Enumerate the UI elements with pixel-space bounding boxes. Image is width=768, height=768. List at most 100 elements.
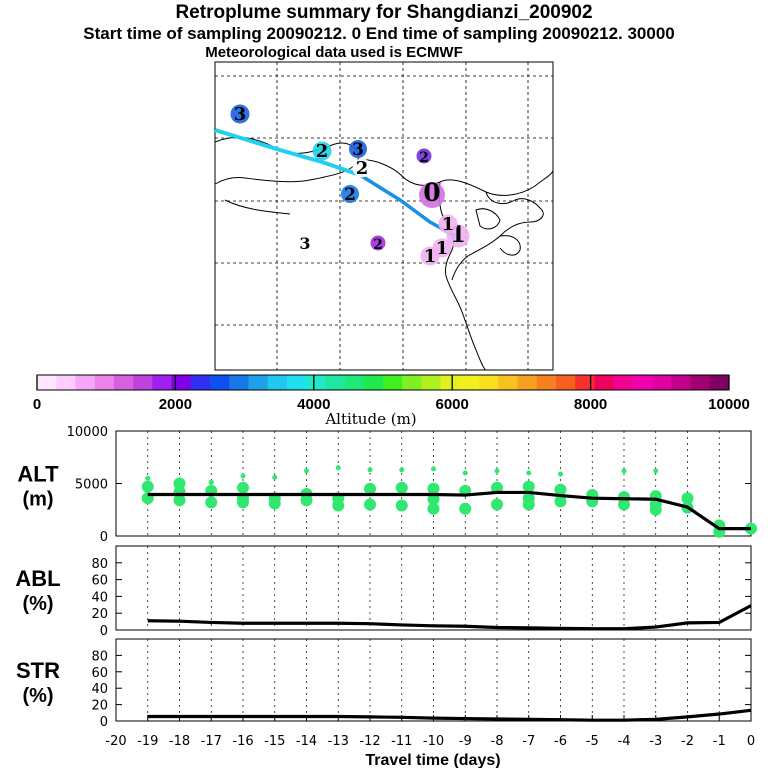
map-marker-label: 2 [344, 185, 356, 205]
altitude-point [332, 499, 345, 512]
panel-ylabel-unit: (%) [22, 685, 53, 707]
altitude-point [399, 467, 405, 473]
colorbar-title: Altitude (m) [324, 410, 416, 428]
altitude-point [653, 468, 659, 474]
colorbar-tick-label: 10000 [708, 396, 750, 413]
map-age-marker: 2 [370, 235, 386, 253]
altitude-point [364, 482, 376, 495]
map-marker-label: 1 [424, 246, 437, 267]
colorbar-segment [652, 375, 672, 390]
altitude-point [427, 482, 440, 495]
colorbar-segment [459, 375, 480, 390]
colorbar-segment [248, 375, 268, 390]
series-line [147, 604, 752, 631]
altitude-point [367, 467, 373, 473]
x-tick-label: -2 [681, 734, 694, 749]
map-marker-label: 2 [373, 237, 383, 253]
y-tick-label: 5000 [75, 478, 108, 493]
x-tick-label: -10 [423, 734, 444, 749]
altitude-point [427, 502, 440, 515]
altitude-point [141, 480, 154, 493]
map-marker-label: 2 [356, 158, 369, 179]
map-age-marker: 2 [416, 148, 432, 166]
altitude-point [395, 481, 408, 494]
colorbar-segment [344, 375, 365, 390]
altitude-point [237, 481, 249, 494]
map-gridlines [215, 62, 553, 370]
altitude-point [335, 465, 341, 471]
x-tick-label: -11 [391, 734, 412, 749]
colorbar-tick-label: 8000 [574, 396, 607, 413]
colorbar-segment [575, 375, 595, 390]
altitude-point [462, 470, 468, 476]
map-marker-dot [438, 214, 458, 234]
colorbar-segment [536, 375, 557, 390]
colorbar-segment [402, 375, 422, 390]
panel-ylabel-unit: (%) [22, 593, 53, 615]
colorbar-segment [325, 375, 345, 390]
map-marker-dot [312, 141, 332, 161]
x-axis: -20 -19 -18 -17 -16 -15 -14 -13 -12 -11 -10 -9 -8 -7-… [105, 715, 755, 768]
panel-ylabel: STR [16, 658, 60, 683]
colorbar-segment [152, 375, 172, 390]
colorbar-segment [594, 375, 614, 390]
y-tick-label: 80 [91, 557, 108, 572]
colorbar-segment [171, 375, 192, 390]
map-marker-dot [420, 246, 440, 266]
colorbar-segment [632, 375, 653, 390]
altitude-point [304, 468, 309, 474]
altitude-point [272, 474, 278, 480]
x-tick-label: -18 [169, 734, 190, 749]
altitude-point [522, 498, 535, 511]
x-tick-label: -1 [713, 734, 726, 749]
y-tick-label: 0 [100, 530, 108, 545]
map-age-marker: 0 [419, 178, 445, 208]
altitude-point [491, 481, 503, 494]
colorbar-segment [498, 375, 518, 390]
colorbar-segment [133, 375, 153, 390]
map-marker-label: 2 [419, 150, 429, 166]
colorbar-segment [75, 375, 95, 390]
x-tick-label: -5 [586, 734, 599, 749]
time-series-panels: 1000050000ALT(m)806040200ABL(%)806040200… [15, 425, 757, 768]
altitude-point [268, 497, 281, 510]
colorbar-tick-label: 6000 [436, 396, 469, 413]
colorbar-segment [671, 375, 691, 390]
plume-path-far [214, 128, 361, 177]
colorbar-segment [709, 375, 730, 390]
series-line [147, 490, 751, 531]
y-tick-label: 80 [91, 649, 108, 664]
altitude-point [173, 477, 186, 490]
colorbar-segment [94, 375, 115, 390]
colorbar-segment [613, 375, 634, 390]
x-tick-label: -9 [459, 734, 472, 749]
panel-ylabel-unit: (m) [22, 489, 53, 511]
colorbar-segment [286, 375, 307, 390]
map-age-marker: 2 [341, 185, 359, 205]
map-marker-dot [349, 140, 367, 158]
altitude-point [526, 470, 532, 476]
y-tick-label: 20 [91, 699, 108, 714]
x-tick-label: -3 [649, 734, 662, 749]
altitude-point [554, 483, 567, 496]
y-tick-label: 0 [100, 624, 108, 639]
x-tick-label: -17 [201, 734, 222, 749]
panel-ylabel: ALT [17, 462, 59, 487]
x-tick-label: 0 [747, 734, 755, 749]
colorbar-segment [306, 375, 326, 390]
altitude-point [681, 492, 694, 505]
map-marker-dot [370, 235, 386, 251]
x-tick-label: -13 [328, 734, 349, 749]
sampling-times: Start time of sampling 20090212. 0 End t… [83, 24, 675, 43]
altitude-point [237, 496, 249, 509]
altitude-point [554, 495, 567, 508]
colorbar-segment [210, 375, 230, 390]
map-marker-dot [230, 104, 250, 124]
y-tick-label: 20 [91, 607, 108, 622]
map-marker-label: 3 [299, 234, 310, 253]
altitude-point [522, 480, 535, 493]
y-tick-label: 40 [91, 682, 108, 697]
